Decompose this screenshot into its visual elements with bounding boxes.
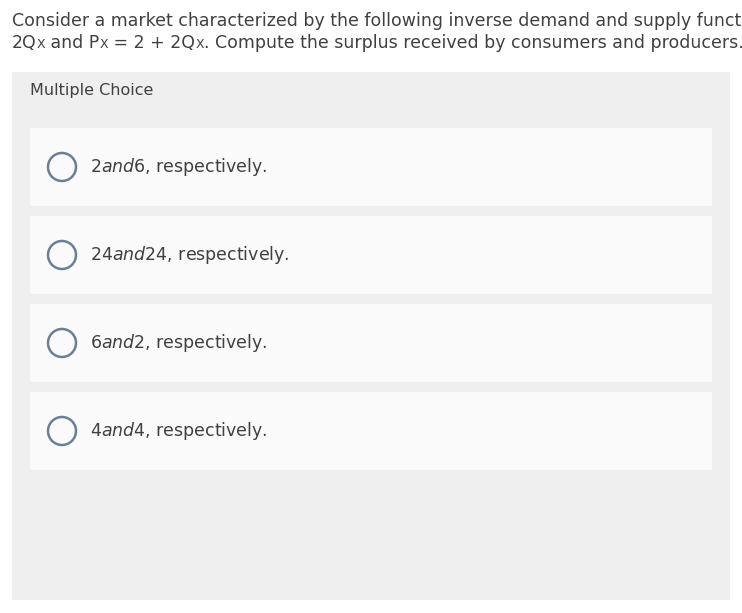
Text: $24 and $24, respectively.: $24 and $24, respectively. [90, 244, 289, 266]
Bar [30, 216, 712, 294]
Bar [30, 392, 712, 470]
Text: X: X [99, 39, 108, 51]
Text: 2Q: 2Q [12, 34, 37, 52]
Text: X: X [195, 39, 204, 51]
Text: Multiple Choice: Multiple Choice [30, 83, 154, 99]
Text: and P: and P [45, 34, 99, 52]
Text: $6 and $2, respectively.: $6 and $2, respectively. [90, 332, 267, 354]
Text: Consider a market characterized by the following inverse demand and supply funct: Consider a market characterized by the f… [12, 12, 742, 30]
Bar [12, 72, 730, 110]
Bar [30, 304, 712, 382]
Text: $2 and $6, respectively.: $2 and $6, respectively. [90, 156, 267, 178]
Text: X: X [37, 39, 45, 51]
Text: = 2 + 2Q: = 2 + 2Q [108, 34, 195, 52]
Text: . Compute the surplus received by consumers and producers.: . Compute the surplus received by consum… [204, 34, 742, 52]
Bar [12, 72, 730, 600]
Bar [30, 128, 712, 206]
Text: $4 and $4, respectively.: $4 and $4, respectively. [90, 420, 267, 442]
